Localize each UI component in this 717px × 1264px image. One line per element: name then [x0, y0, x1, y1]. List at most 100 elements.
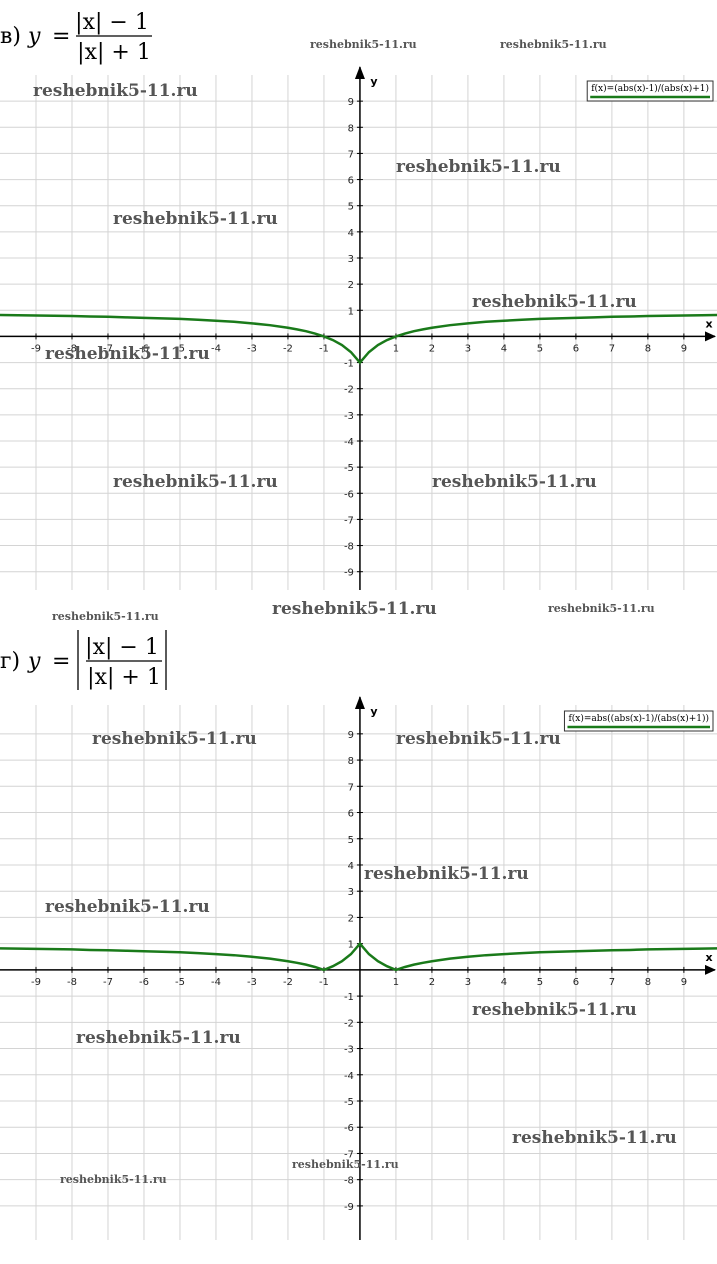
watermark: reshebnik5-11.ru: [76, 1028, 241, 1048]
x-tick-label: 1: [393, 343, 399, 354]
x-tick-label: 7: [609, 343, 615, 354]
title-denominator: |x| + 1: [77, 40, 151, 65]
y-axis-arrow: [354, 66, 365, 79]
y-tick-label: -6: [344, 1123, 354, 1134]
y-tick-label: 8: [348, 756, 354, 767]
watermark: reshebnik5-11.ru: [60, 1173, 167, 1186]
y-tick-label: -4: [344, 437, 354, 448]
x-tick-label: -1: [319, 343, 329, 354]
watermark: reshebnik5-11.ru: [512, 1128, 677, 1148]
x-tick-label: 8: [645, 977, 651, 988]
watermark: reshebnik5-11.ru: [500, 38, 607, 51]
y-tick-label: 3: [348, 254, 354, 265]
x-tick-label: 9: [681, 977, 687, 988]
watermark: reshebnik5-11.ru: [472, 292, 637, 312]
x-tick-label: -8: [67, 977, 77, 988]
y-axis-arrow: [354, 696, 365, 709]
x-tick-label: -2: [283, 977, 293, 988]
x-tick-label: 2: [429, 977, 435, 988]
y-tick-label: 1: [348, 940, 354, 951]
x-tick-label: -1: [319, 977, 329, 988]
y-tick-label: -5: [344, 463, 354, 474]
y-tick-label: 6: [348, 809, 354, 820]
y-tick-label: -8: [344, 1176, 354, 1187]
y-tick-label: 4: [348, 861, 354, 872]
y-tick-label: 5: [348, 202, 354, 213]
watermark: reshebnik5-11.ru: [45, 897, 210, 917]
title-numerator: |x| − 1: [85, 635, 159, 660]
series-line: [0, 313, 717, 365]
x-tick-label: -5: [175, 977, 185, 988]
title-lhs: y: [27, 24, 41, 49]
x-tick-label: 2: [429, 343, 435, 354]
watermark: reshebnik5-11.ru: [548, 602, 655, 615]
x-tick-label: 5: [537, 343, 543, 354]
title-eq: =: [52, 649, 70, 674]
x-axis-label: x: [705, 317, 712, 330]
y-tick-label: -3: [344, 1045, 354, 1056]
x-tick-label: -4: [211, 977, 221, 988]
y-tick-label: -9: [344, 568, 354, 579]
y-tick-label: -8: [344, 542, 354, 553]
y-tick-label: 5: [348, 835, 354, 846]
y-axis-label: y: [370, 75, 377, 88]
y-tick-label: 2: [348, 280, 354, 291]
x-tick-label: -6: [139, 343, 149, 354]
x-axis-label: x: [705, 951, 712, 964]
x-tick-label: -3: [247, 977, 257, 988]
title-eq: =: [52, 24, 70, 49]
x-tick-label: 4: [501, 343, 507, 354]
title-numerator: |x| − 1: [75, 10, 149, 35]
y-tick-label: 2: [348, 913, 354, 924]
y-tick-label: -9: [344, 1202, 354, 1213]
title-denominator: |x| + 1: [87, 665, 161, 690]
y-tick-label: 6: [348, 176, 354, 187]
x-tick-label: 9: [681, 343, 687, 354]
watermark: reshebnik5-11.ru: [33, 81, 198, 101]
x-tick-label: 3: [465, 343, 471, 354]
title-label: г): [0, 649, 20, 674]
y-tick-label: -2: [344, 385, 354, 396]
y-tick-label: 7: [348, 782, 354, 793]
y-tick-label: -3: [344, 411, 354, 422]
watermark: reshebnik5-11.ru: [292, 1158, 399, 1171]
x-tick-label: 4: [501, 977, 507, 988]
watermark: reshebnik5-11.ru: [45, 344, 210, 364]
y-tick-label: 7: [348, 149, 354, 160]
watermark: reshebnik5-11.ru: [364, 864, 529, 884]
x-tick-label: -9: [31, 977, 41, 988]
watermark: reshebnik5-11.ru: [432, 472, 597, 492]
y-tick-label: -5: [344, 1097, 354, 1108]
x-axis-arrow: [705, 331, 716, 342]
y-tick-label: -1: [344, 992, 354, 1003]
y-tick-label: 4: [348, 228, 354, 239]
title-label: в): [0, 24, 21, 49]
y-tick-label: -2: [344, 1018, 354, 1029]
watermark: reshebnik5-11.ru: [52, 610, 159, 623]
y-tick-label: -6: [344, 489, 354, 500]
x-tick-label: 7: [609, 977, 615, 988]
legend: f(x)=(abs(x)-1)/(abs(x)+1): [586, 80, 714, 102]
x-tick-label: -7: [103, 977, 113, 988]
y-tick-label: 8: [348, 123, 354, 134]
series-line: [0, 941, 717, 972]
x-tick-label: -7: [103, 343, 113, 354]
x-tick-label: -5: [175, 343, 185, 354]
x-tick-label: 6: [573, 343, 579, 354]
x-tick-label: 3: [465, 977, 471, 988]
x-tick-label: -8: [67, 343, 77, 354]
x-tick-label: 8: [645, 343, 651, 354]
y-tick-label: 1: [348, 306, 354, 317]
title-lhs: y: [27, 649, 41, 674]
x-tick-label: 1: [393, 977, 399, 988]
y-tick-label: 3: [348, 887, 354, 898]
y-tick-label: -1: [344, 359, 354, 370]
x-tick-label: -2: [283, 343, 293, 354]
y-tick-label: 9: [348, 730, 354, 741]
y-axis-label: y: [370, 705, 377, 718]
watermark: reshebnik5-11.ru: [396, 157, 561, 177]
x-axis-arrow: [705, 964, 716, 975]
watermark: reshebnik5-11.ru: [113, 209, 278, 229]
x-tick-label: -9: [31, 343, 41, 354]
